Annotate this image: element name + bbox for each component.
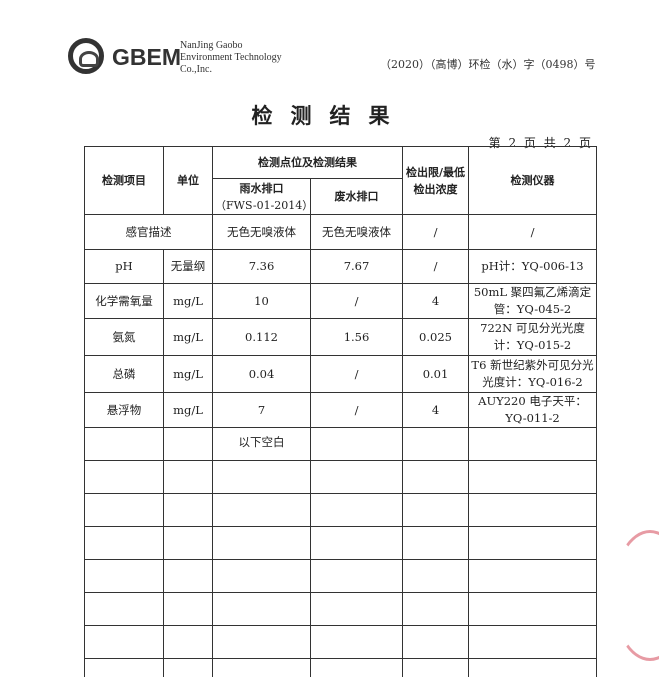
- header-unit: 单位: [163, 146, 213, 215]
- empty-row: [84, 559, 597, 593]
- cell-p2: /: [310, 355, 403, 393]
- cell-limit: /: [402, 214, 469, 250]
- cell-p2: 7.67: [310, 249, 403, 284]
- empty-row: [84, 625, 597, 659]
- cell-p1: 无色无嗅液体: [212, 214, 311, 250]
- company-line: NanJing Gaobo: [180, 40, 243, 51]
- document-number: （2020）（高博）环检（水）字（0498）号: [380, 58, 596, 71]
- brand-name: GBEM: [112, 44, 181, 70]
- cell-item: 悬浮物: [84, 392, 164, 428]
- cell-unit: mg/L: [163, 318, 213, 356]
- results-table: 检测项目 单位 检测点位及检测结果 检出限/最低检出浓度 检测仪器 雨水排口 （F…: [84, 146, 597, 677]
- cell-p2: /: [310, 392, 403, 428]
- page-title: 检测结果: [251, 103, 408, 128]
- point1-code: （FWS-01-2014）: [215, 198, 314, 212]
- cell-limit: 4: [402, 283, 469, 319]
- company-line: Co.,Inc.: [180, 64, 212, 75]
- cell-item: 氨氮: [84, 318, 164, 356]
- header-point2: 废水排口: [310, 178, 403, 215]
- cell-instrument: 722N 可见分光光度计：YQ-015-2: [468, 318, 597, 356]
- cell-unit: mg/L: [163, 283, 213, 319]
- cell-item: 化学需氧量: [84, 283, 164, 319]
- cell-unit: mg/L: [163, 355, 213, 393]
- cell-p1: 0.112: [212, 318, 311, 356]
- cell-instrument: T6 新世纪紫外可见分光光度计：YQ-016-2: [468, 355, 597, 393]
- cell-item: 总磷: [84, 355, 164, 393]
- cell-limit: /: [402, 249, 469, 284]
- cell-limit: 4: [402, 392, 469, 428]
- cell-item: pH: [84, 249, 164, 284]
- cell-p1: 7.36: [212, 249, 311, 284]
- table-row: 感官描述 无色无嗅液体 无色无嗅液体 / /: [84, 214, 597, 250]
- cell-limit: 0.025: [402, 318, 469, 356]
- cell-limit: 0.01: [402, 355, 469, 393]
- cell-instrument: /: [468, 214, 597, 250]
- cell-p2: /: [310, 283, 403, 319]
- cell-p2: 无色无嗅液体: [310, 214, 403, 250]
- table-row: 化学需氧量 mg/L 10/4 50mL 聚四氟乙烯滴定管：YQ-045-2: [84, 283, 597, 319]
- table-row: 以下空白: [84, 427, 597, 461]
- empty-row: [84, 658, 597, 677]
- cell-item: 感官描述: [84, 214, 213, 250]
- header-item: 检测项目: [84, 146, 164, 215]
- header-instrument: 检测仪器: [468, 146, 597, 215]
- point1-label: 雨水排口: [239, 181, 284, 195]
- cell-p1: 10: [212, 283, 311, 319]
- empty-row: [84, 493, 597, 527]
- cell-p2: 1.56: [310, 318, 403, 356]
- cell-p1: 7: [212, 392, 311, 428]
- cell-instrument: 50mL 聚四氟乙烯滴定管：YQ-045-2: [468, 283, 597, 319]
- company-logo-icon: [68, 38, 104, 74]
- cell-instrument: AUY220 电子天平：YQ-011-2: [468, 392, 597, 428]
- cell-instrument: pH计：YQ-006-13: [468, 249, 597, 284]
- company-name: NanJing Gaobo Environment Technology Co.…: [180, 40, 282, 76]
- cell-unit: 无量纲: [163, 249, 213, 284]
- empty-row: [84, 526, 597, 560]
- table-row: pH 无量纲 7.36 7.67/pH计：YQ-006-13: [84, 249, 597, 284]
- header-results: 检测点位及检测结果: [212, 146, 403, 179]
- company-line: Environment Technology: [180, 52, 282, 63]
- official-stamp-icon: [612, 530, 659, 661]
- header-limit: 检出限/最低检出浓度: [402, 146, 469, 215]
- table-row: 悬浮物 mg/L 7/4 AUY220 电子天平：YQ-011-2: [84, 392, 597, 428]
- table-row: 总磷 mg/L 0.04/0.01 T6 新世纪紫外可见分光光度计：YQ-016-2: [84, 355, 597, 393]
- header-point1: 雨水排口 （FWS-01-2014）: [212, 178, 314, 215]
- empty-row: [84, 592, 597, 626]
- empty-row: [84, 460, 597, 494]
- blank-note: 以下空白: [212, 427, 311, 461]
- cell-unit: mg/L: [163, 392, 213, 428]
- table-row: 氨氮 mg/L 0.112 1.56 0.025 722N 可见分光光度计：YQ-015-…: [84, 318, 597, 356]
- cell-p1: 0.04: [212, 355, 311, 393]
